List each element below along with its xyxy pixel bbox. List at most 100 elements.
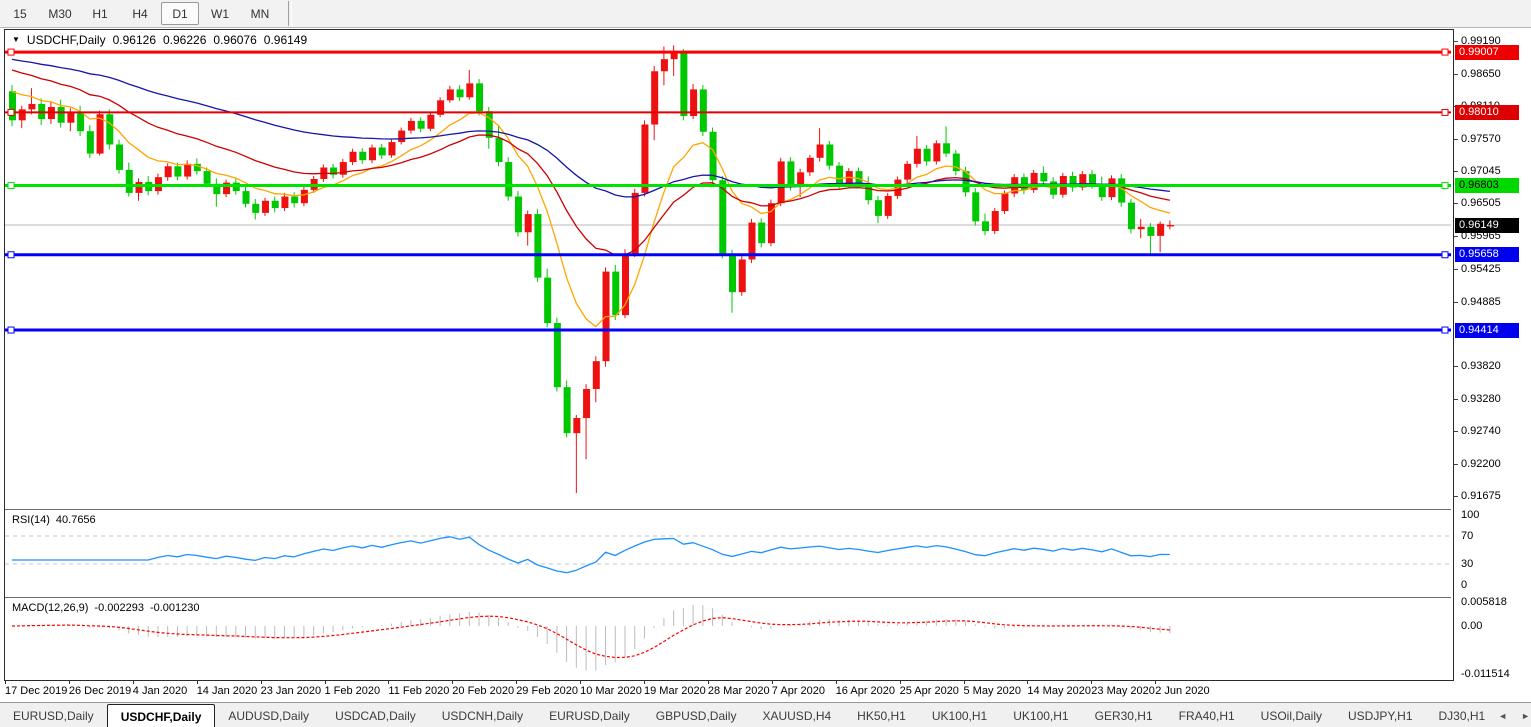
timeframe-button-15[interactable]: 15: [13, 6, 27, 21]
date-label: 25 Apr 2020: [899, 685, 959, 697]
line-handle[interactable]: [7, 326, 15, 334]
rsi-axis-label: 30: [1461, 558, 1474, 570]
y-axis-tickmark: [1454, 495, 1458, 497]
tab-scroll-right-icon[interactable]: ►: [1521, 710, 1531, 721]
ma-fast-line: [11, 90, 1171, 328]
date-label: 19 Mar 2020: [644, 685, 706, 697]
ohlc-high: 0.96226: [163, 33, 207, 47]
date-label: 14 May 2020: [1027, 685, 1091, 697]
panel-separator[interactable]: [5, 597, 1451, 598]
line-handle[interactable]: [1441, 181, 1449, 189]
date-tickmark: [324, 680, 326, 684]
line-handle[interactable]: [7, 181, 15, 189]
line-handle[interactable]: [7, 48, 15, 56]
rsi-panel[interactable]: [5, 511, 1451, 596]
line-handle[interactable]: [1441, 108, 1449, 116]
chart-tab-usdchf-daily[interactable]: USDCHF,Daily: [106, 704, 216, 727]
y-axis-tickmark: [1454, 139, 1458, 141]
ma-mid-line: [11, 69, 1171, 256]
chart-tab-usdcad-daily[interactable]: USDCAD,Daily: [335, 708, 416, 723]
rsi-label: RSI(14) 40.7656: [12, 514, 96, 526]
date-label: 26 Dec 2019: [68, 685, 132, 697]
y-axis-tickmark: [1454, 41, 1458, 42]
tab-scroll-arrows: ◄ ►: [1498, 703, 1531, 727]
panel-separator-inner: [5, 510, 1451, 511]
timeframe-button-h1[interactable]: H1: [92, 6, 108, 21]
chart-tab-dj30-h1[interactable]: DJ30,H1: [1438, 708, 1486, 723]
price-axis[interactable]: 0.991900.986500.981100.975700.970450.965…: [1454, 29, 1531, 681]
chart-tab-gbpusd-daily[interactable]: GBPUSD,Daily: [655, 708, 737, 723]
y-axis-label: 0.92740: [1461, 425, 1501, 438]
timeframe-button-w1[interactable]: W1: [211, 6, 229, 21]
price-badge-0.99007: 0.99007: [1455, 44, 1519, 60]
macd-axis-label: -0.011514: [1461, 667, 1510, 680]
date-tickmark: [707, 680, 709, 684]
date-label: 1 Feb 2020: [324, 685, 381, 697]
chart-tab-uk100-h1[interactable]: UK100,H1: [1013, 708, 1069, 723]
y-axis-label: 0.96505: [1461, 197, 1501, 210]
y-axis-label: 0.95965: [1461, 230, 1501, 243]
chart-tab-eurusd-daily[interactable]: EURUSD,Daily: [549, 708, 630, 723]
timeframe-button-d1[interactable]: D1: [161, 2, 199, 25]
ohlc-low: 0.96076: [213, 33, 257, 47]
date-label: 23 May 2020: [1091, 685, 1155, 697]
date-label: 5 May 2020: [963, 685, 1021, 697]
line-handle[interactable]: [1441, 251, 1449, 259]
timeframe-button-mn[interactable]: MN: [250, 6, 270, 21]
chart-tab-uk100-h1[interactable]: UK100,H1: [931, 708, 988, 723]
line-handle[interactable]: [7, 108, 15, 116]
chart-tab-audusd-daily[interactable]: AUDUSD,Daily: [228, 708, 310, 723]
date-axis[interactable]: 17 Dec 2019 26 Dec 2019 4 Jan 2020 14 Jan 2…: [4, 680, 1454, 699]
macd-axis-label: 0.00: [1461, 620, 1483, 632]
chart-frame[interactable]: ▼ USDCHF,Daily 0.96126 0.96226 0.96076 0…: [4, 29, 1454, 681]
line-handle[interactable]: [7, 251, 15, 259]
rsi-name: RSI(14): [12, 514, 50, 526]
rsi-axis-label: 70: [1461, 530, 1474, 542]
symbol-dropdown-icon[interactable]: ▼: [12, 34, 20, 44]
chart-tab-eurusd-daily[interactable]: EURUSD,Daily: [13, 708, 94, 723]
macd-name: MACD(12,26,9): [12, 602, 89, 614]
chart-tab-usoil-daily[interactable]: USOil,Daily: [1260, 708, 1323, 723]
line-handle[interactable]: [1441, 48, 1449, 56]
panel-separator[interactable]: [5, 509, 1451, 510]
price-badge-0.94414: 0.94414: [1455, 322, 1519, 338]
date-label: 14 Jan 2020: [196, 685, 258, 697]
chart-tab-hk50-h1[interactable]: HK50,H1: [857, 708, 906, 723]
macd-panel[interactable]: [5, 599, 1451, 680]
timeframe-button-m30[interactable]: M30: [48, 6, 72, 21]
date-label: 29 Feb 2020: [516, 685, 578, 697]
ohlc-open: 0.96126: [112, 33, 156, 47]
price-chart[interactable]: [5, 30, 1451, 508]
rsi-axis-label: 100: [1461, 509, 1480, 521]
line-handle[interactable]: [1441, 326, 1449, 334]
y-axis-label: 0.92200: [1461, 458, 1501, 471]
date-tickmark: [5, 680, 6, 684]
date-tickmark: [644, 680, 645, 684]
chart-tab-bar: EURUSD,Daily USDCHF,Daily AUDUSD,Daily USDC…: [0, 702, 1531, 727]
y-axis-label: 0.95425: [1461, 262, 1501, 275]
chart-tab-fra40-h1[interactable]: FRA40,H1: [1178, 708, 1235, 723]
date-tickmark: [771, 680, 773, 684]
macd-axis-label: 0.005818: [1461, 595, 1507, 608]
date-tickmark: [899, 680, 901, 684]
y-axis-label: 0.99190: [1461, 35, 1501, 47]
macd-label: MACD(12,26,9) -0.002293 -0.001230: [12, 602, 200, 614]
rsi-axis-label: 0: [1461, 579, 1468, 591]
macd-main-value: -0.002293: [94, 602, 144, 614]
chart-tab-ger30-h1[interactable]: GER30,H1: [1094, 708, 1153, 723]
date-label: 17 Dec 2019: [5, 685, 68, 697]
price-badge-0.96149: 0.96149: [1455, 217, 1519, 233]
date-label: 4 Jan 2020: [132, 685, 188, 697]
y-axis-label: 0.94885: [1461, 295, 1501, 308]
chart-tab-usdcnh-daily[interactable]: USDCNH,Daily: [441, 708, 524, 723]
date-tickmark: [1155, 680, 1157, 684]
chart-tab-xauusd-h4[interactable]: XAUUSD,H4: [762, 708, 832, 723]
y-axis-label: 0.91675: [1461, 489, 1501, 502]
timeframe-button-h4[interactable]: H4: [132, 6, 148, 21]
date-label: 10 Mar 2020: [580, 685, 642, 697]
chart-tab-usdjpy-h1[interactable]: USDJPY,H1: [1348, 708, 1413, 723]
y-axis-tickmark: [1454, 464, 1458, 466]
chart-symbol-period: USDCHF,Daily: [26, 33, 106, 47]
tab-scroll-left-icon[interactable]: ◄: [1498, 710, 1508, 721]
